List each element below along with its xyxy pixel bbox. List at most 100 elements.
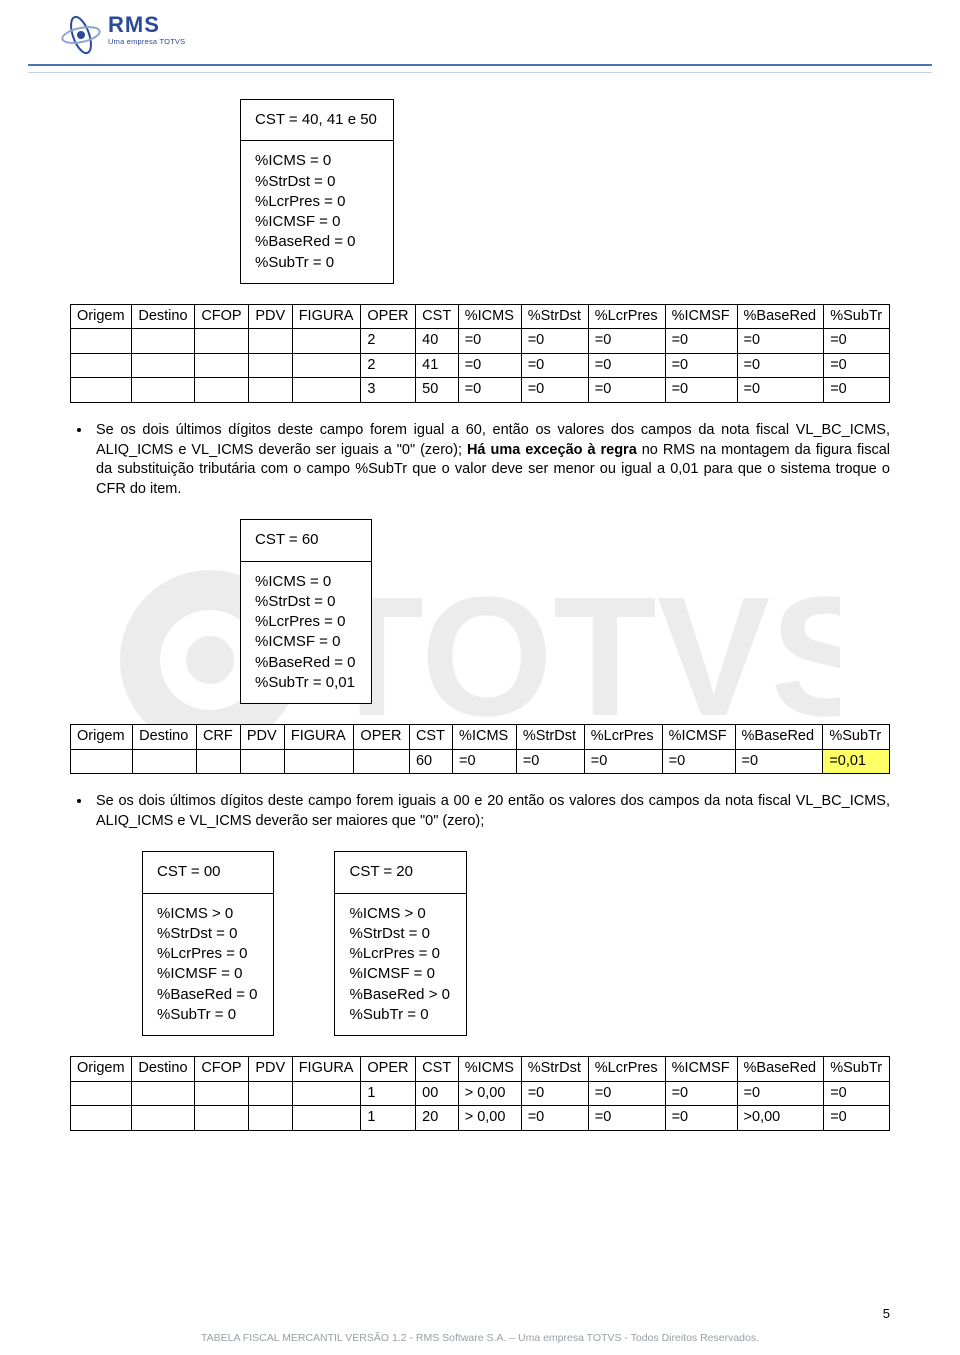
- box-body: %ICMS > 0%StrDst = 0%LcrPres = 0%ICMSF =…: [335, 894, 465, 1036]
- page-header: RMS Uma empresa TOTVS: [0, 0, 960, 62]
- table-cell: =0: [588, 329, 665, 354]
- table-cell: 3: [361, 378, 416, 403]
- bullet-item: Se os dois últimos dígitos deste campo f…: [92, 792, 890, 831]
- table-row: 241=0=0=0=0=0=0: [71, 353, 890, 378]
- bullet-list-1: Se os dois últimos dígitos deste campo f…: [92, 421, 890, 499]
- table-cell: =0: [584, 749, 662, 774]
- table-cell: =0: [665, 329, 737, 354]
- table-header-cell: %StrDst: [516, 725, 584, 750]
- table-header-cell: %SubTr: [824, 304, 890, 329]
- table-cell: [71, 353, 132, 378]
- table-cell: 20: [416, 1106, 459, 1131]
- table-cell: 50: [416, 378, 459, 403]
- table-cell: [71, 749, 133, 774]
- table-cell: > 0,00: [458, 1081, 521, 1106]
- table-header-cell: %StrDst: [521, 1057, 588, 1082]
- table-cell: =0: [521, 329, 588, 354]
- table-header-cell: CRF: [196, 725, 240, 750]
- table-cell: [196, 749, 240, 774]
- table-cell: [292, 378, 361, 403]
- table-header-cell: %ICMSF: [665, 304, 737, 329]
- table-header-cell: CST: [409, 725, 452, 750]
- table-cell: =0: [665, 378, 737, 403]
- table-header-cell: %LcrPres: [584, 725, 662, 750]
- table-cell: =0: [516, 749, 584, 774]
- table-cell: [195, 1081, 249, 1106]
- table-header-cell: CFOP: [195, 1057, 249, 1082]
- table-cell: =0: [662, 749, 735, 774]
- table-cell: =0: [458, 378, 521, 403]
- table-header-cell: OPER: [354, 725, 410, 750]
- table-cell: =0: [824, 1081, 890, 1106]
- table-row: 240=0=0=0=0=0=0: [71, 329, 890, 354]
- cst-box-00: CST = 00 %ICMS > 0%StrDst = 0%LcrPres = …: [142, 851, 274, 1036]
- table-cell: [133, 749, 197, 774]
- box-body: %ICMS = 0%StrDst = 0%LcrPres = 0%ICMSF =…: [241, 562, 371, 704]
- table-header-cell: %ICMS: [458, 304, 521, 329]
- table-1: OrigemDestinoCFOPPDVFIGURAOPERCST%ICMS%S…: [70, 304, 890, 403]
- table-cell: 1: [361, 1081, 416, 1106]
- table-cell: =0,01: [823, 749, 890, 774]
- table-cell: [132, 378, 195, 403]
- table-cell: [292, 1106, 361, 1131]
- table-header-cell: %SubTr: [823, 725, 890, 750]
- table-cell: =0: [521, 1106, 588, 1131]
- table-row: 120> 0,00=0=0=0>0,00=0: [71, 1106, 890, 1131]
- table-cell: 1: [361, 1106, 416, 1131]
- table-header-cell: %BaseRed: [735, 725, 823, 750]
- table-header-cell: %StrDst: [521, 304, 588, 329]
- table-header-cell: Origem: [71, 1057, 132, 1082]
- table-header-cell: %BaseRed: [737, 1057, 824, 1082]
- table-cell: [240, 749, 284, 774]
- table-cell: [195, 353, 249, 378]
- table-header-cell: %BaseRed: [737, 304, 824, 329]
- cst-box-20: CST = 20 %ICMS > 0%StrDst = 0%LcrPres = …: [334, 851, 466, 1036]
- logo: RMS Uma empresa TOTVS: [60, 14, 960, 56]
- table-row: 60=0=0=0=0=0=0,01: [71, 749, 890, 774]
- table-cell: =0: [458, 329, 521, 354]
- table-cell: =0: [665, 1081, 737, 1106]
- table-header-cell: CST: [416, 304, 459, 329]
- table-header-cell: PDV: [249, 1057, 292, 1082]
- table-cell: =0: [453, 749, 517, 774]
- cst-box-60: CST = 60 %ICMS = 0%StrDst = 0%LcrPres = …: [240, 519, 372, 704]
- table-cell: [71, 329, 132, 354]
- table-header-cell: %SubTr: [824, 1057, 890, 1082]
- table-cell: =0: [737, 353, 824, 378]
- table-cell: 40: [416, 329, 459, 354]
- table-cell: =0: [588, 1106, 665, 1131]
- table-row: 100> 0,00=0=0=0=0=0: [71, 1081, 890, 1106]
- box-title: CST = 00: [143, 852, 273, 893]
- table-header-cell: %ICMSF: [665, 1057, 737, 1082]
- table-cell: =0: [665, 353, 737, 378]
- table-header-cell: Destino: [133, 725, 197, 750]
- table-cell: [71, 1106, 132, 1131]
- table-cell: [249, 1106, 292, 1131]
- table-header-cell: CST: [416, 1057, 459, 1082]
- header-rule: [28, 64, 932, 73]
- table-header-cell: Origem: [71, 725, 133, 750]
- table-header-cell: Origem: [71, 304, 132, 329]
- table-header-cell: PDV: [249, 304, 292, 329]
- table-header-cell: Destino: [132, 1057, 195, 1082]
- table-cell: [195, 329, 249, 354]
- table-header-cell: %LcrPres: [588, 1057, 665, 1082]
- table-cell: [132, 329, 195, 354]
- table-cell: [71, 1081, 132, 1106]
- table-cell: [249, 329, 292, 354]
- table-cell: 2: [361, 329, 416, 354]
- table-cell: =0: [824, 353, 890, 378]
- page-number: 5: [883, 1305, 890, 1323]
- box-body: %ICMS > 0%StrDst = 0%LcrPres = 0%ICMSF =…: [143, 894, 273, 1036]
- table-cell: 41: [416, 353, 459, 378]
- bullet-item: Se os dois últimos dígitos deste campo f…: [92, 421, 890, 499]
- table-header-cell: %LcrPres: [588, 304, 665, 329]
- table-header-cell: FIGURA: [284, 725, 354, 750]
- table-header-cell: FIGURA: [292, 1057, 361, 1082]
- table-cell: [354, 749, 410, 774]
- table-cell: =0: [824, 1106, 890, 1131]
- table-header-cell: Destino: [132, 304, 195, 329]
- box-body: %ICMS = 0%StrDst = 0%LcrPres = 0%ICMSF =…: [241, 141, 393, 283]
- table-cell: =0: [521, 378, 588, 403]
- table-cell: > 0,00: [458, 1106, 521, 1131]
